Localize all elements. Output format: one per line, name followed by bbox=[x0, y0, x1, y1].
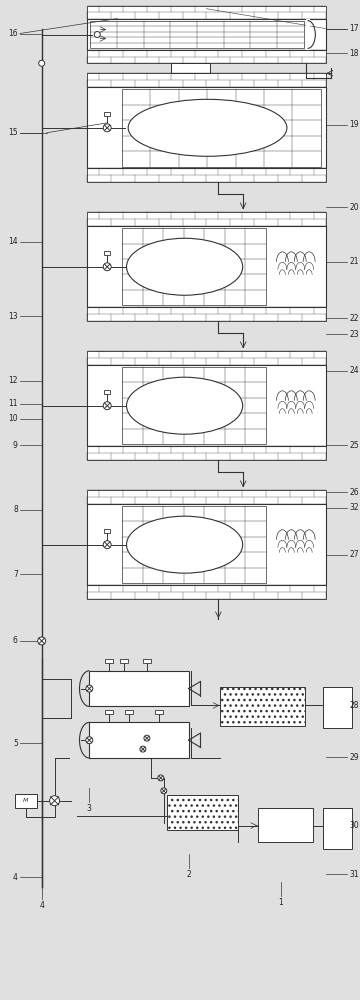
Text: 19: 19 bbox=[349, 120, 359, 129]
Ellipse shape bbox=[127, 238, 243, 295]
Bar bbox=[87, 585, 325, 599]
Bar bbox=[87, 365, 325, 446]
Bar bbox=[104, 251, 110, 255]
Text: 4: 4 bbox=[39, 901, 44, 910]
Bar bbox=[87, 50, 325, 63]
Text: 10: 10 bbox=[8, 414, 18, 423]
Bar bbox=[323, 808, 352, 849]
Bar bbox=[89, 722, 189, 758]
Bar bbox=[87, 504, 325, 585]
Text: 4: 4 bbox=[13, 873, 18, 882]
Text: 32: 32 bbox=[349, 503, 359, 512]
Text: 16: 16 bbox=[8, 29, 18, 38]
Circle shape bbox=[103, 402, 111, 410]
Circle shape bbox=[86, 685, 93, 692]
Text: 26: 26 bbox=[349, 488, 359, 497]
Bar bbox=[87, 212, 325, 226]
Text: 24: 24 bbox=[349, 366, 359, 375]
Bar bbox=[90, 21, 304, 48]
Bar bbox=[87, 351, 325, 365]
Circle shape bbox=[39, 60, 45, 66]
Text: 2: 2 bbox=[186, 870, 191, 879]
Circle shape bbox=[103, 541, 111, 549]
Bar bbox=[105, 659, 113, 663]
Bar bbox=[120, 659, 128, 663]
Text: 17: 17 bbox=[349, 24, 359, 33]
Bar bbox=[105, 710, 113, 714]
Bar bbox=[104, 529, 110, 533]
Bar bbox=[171, 63, 210, 73]
Bar bbox=[87, 19, 325, 50]
Circle shape bbox=[103, 124, 111, 132]
Bar bbox=[87, 226, 325, 307]
Text: 3: 3 bbox=[87, 804, 92, 813]
Bar bbox=[323, 687, 352, 728]
Text: 9: 9 bbox=[13, 441, 18, 450]
Bar bbox=[143, 659, 151, 663]
Text: 14: 14 bbox=[8, 237, 18, 246]
Bar bbox=[122, 228, 266, 305]
Circle shape bbox=[86, 737, 93, 744]
Text: 18: 18 bbox=[349, 49, 359, 58]
Text: M: M bbox=[23, 798, 28, 803]
Bar bbox=[87, 307, 325, 321]
Bar bbox=[87, 87, 325, 168]
Circle shape bbox=[144, 735, 150, 741]
Bar bbox=[15, 794, 37, 808]
Circle shape bbox=[50, 796, 59, 806]
Text: 23: 23 bbox=[349, 330, 359, 339]
Circle shape bbox=[103, 263, 111, 271]
Bar bbox=[258, 808, 312, 842]
Text: 30: 30 bbox=[349, 821, 359, 830]
Text: 6: 6 bbox=[13, 636, 18, 645]
Text: 5: 5 bbox=[13, 739, 18, 748]
Bar bbox=[104, 112, 110, 116]
Bar bbox=[104, 390, 110, 394]
Text: 21: 21 bbox=[349, 257, 359, 266]
Text: 31: 31 bbox=[349, 870, 359, 879]
Circle shape bbox=[140, 746, 146, 752]
Text: 11: 11 bbox=[8, 399, 18, 408]
Ellipse shape bbox=[128, 99, 287, 156]
Text: 15: 15 bbox=[8, 128, 18, 137]
Text: 27: 27 bbox=[349, 550, 359, 559]
Bar bbox=[89, 671, 189, 706]
Bar bbox=[220, 687, 305, 726]
Bar bbox=[122, 506, 266, 583]
Text: 22: 22 bbox=[349, 314, 359, 323]
Bar bbox=[87, 490, 325, 504]
Text: 8: 8 bbox=[13, 505, 18, 514]
Text: 20: 20 bbox=[349, 203, 359, 212]
Text: 13: 13 bbox=[8, 312, 18, 321]
Bar bbox=[155, 710, 163, 714]
Text: 28: 28 bbox=[349, 701, 359, 710]
Circle shape bbox=[161, 788, 167, 794]
Bar bbox=[122, 367, 266, 444]
Bar bbox=[122, 89, 321, 167]
Bar bbox=[87, 446, 325, 460]
Circle shape bbox=[158, 775, 164, 781]
Text: 29: 29 bbox=[349, 753, 359, 762]
Bar bbox=[87, 168, 325, 182]
Bar bbox=[87, 6, 325, 19]
Text: 7: 7 bbox=[13, 570, 18, 579]
Bar bbox=[125, 710, 133, 714]
Text: 12: 12 bbox=[8, 376, 18, 385]
Text: 25: 25 bbox=[349, 441, 359, 450]
Ellipse shape bbox=[127, 516, 243, 573]
Ellipse shape bbox=[127, 377, 243, 434]
Circle shape bbox=[94, 32, 100, 37]
Text: 1: 1 bbox=[279, 898, 283, 907]
Circle shape bbox=[38, 637, 46, 645]
Bar bbox=[87, 73, 325, 87]
Bar bbox=[167, 795, 238, 830]
